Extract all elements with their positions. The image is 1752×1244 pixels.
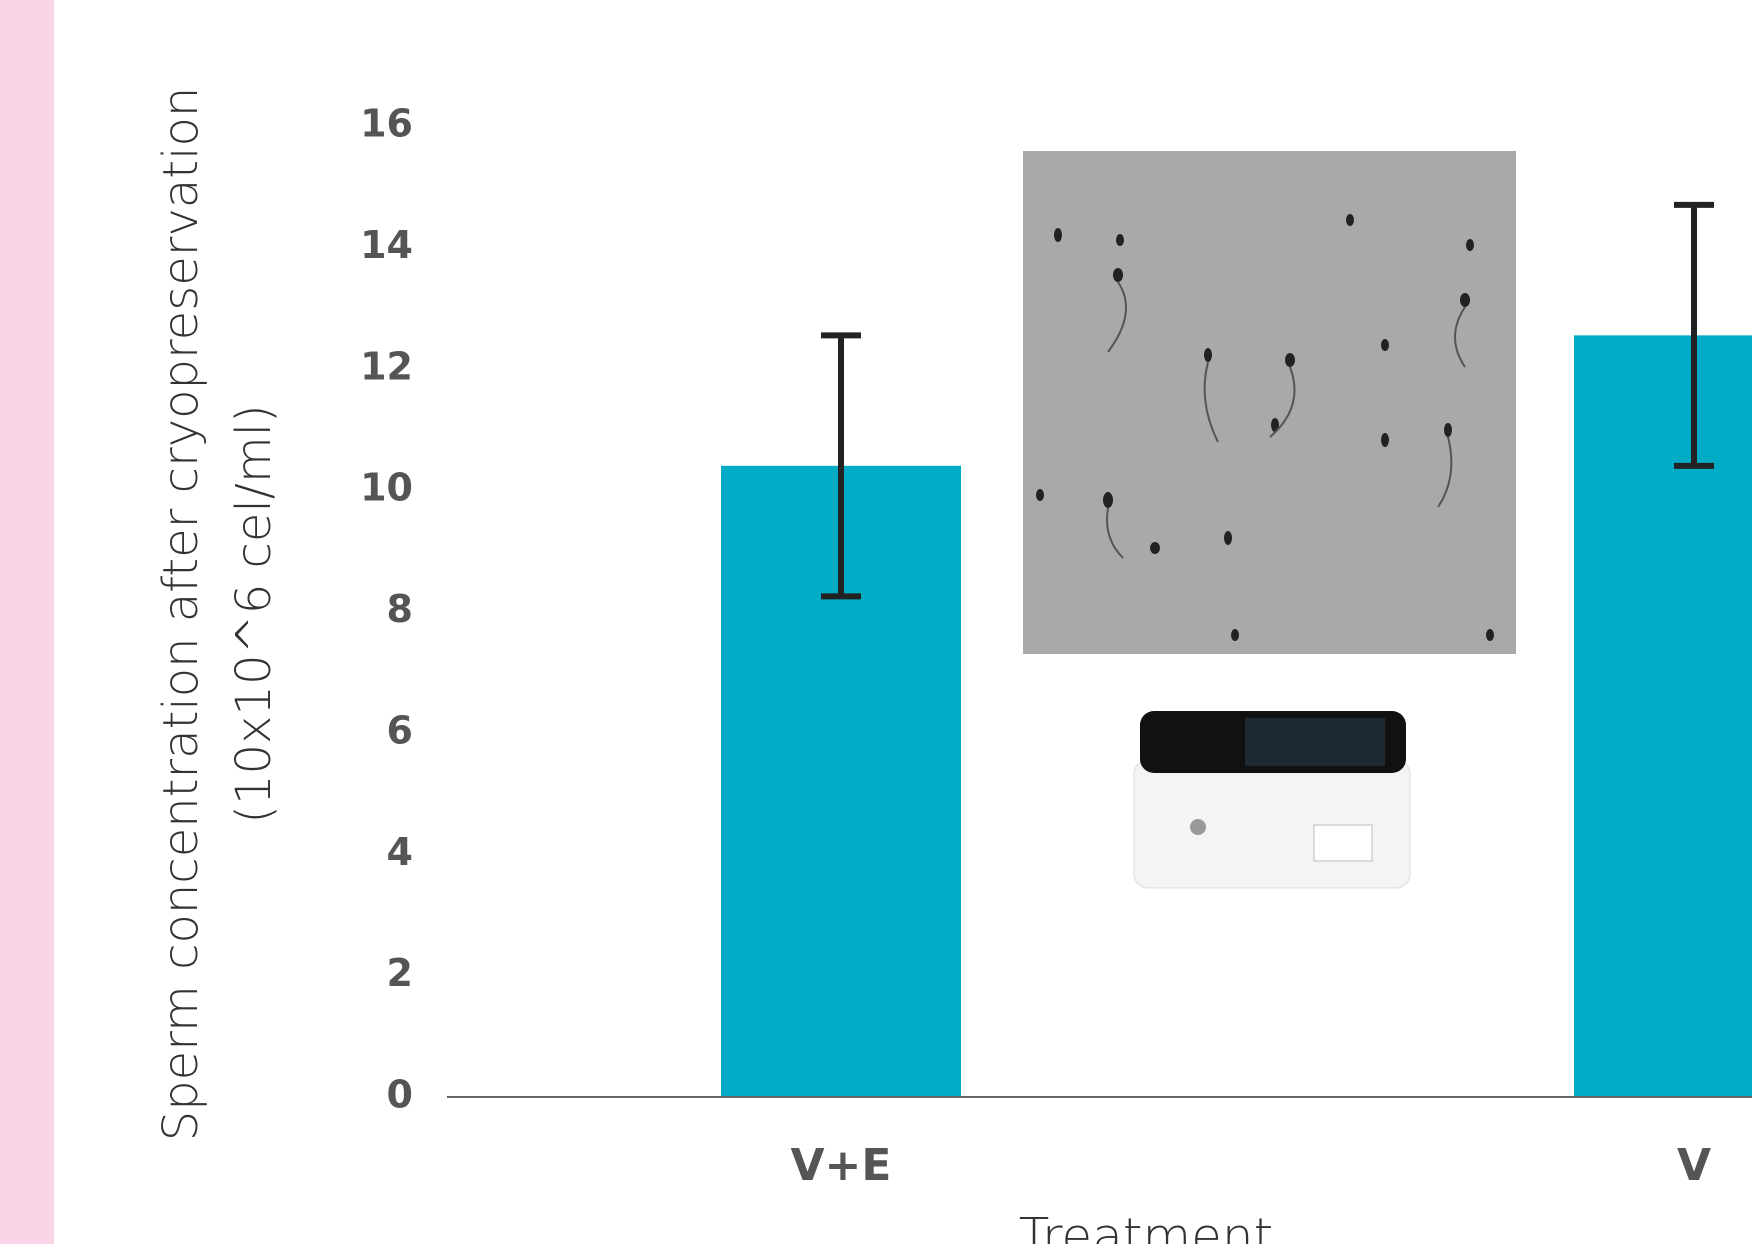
y-tick-label: 12 xyxy=(360,344,413,388)
side-strip xyxy=(0,0,54,1244)
bar xyxy=(1574,335,1752,1097)
x-tick-label: V xyxy=(1677,1140,1711,1191)
y-tick-label: 0 xyxy=(387,1073,413,1117)
device-illustration xyxy=(1134,711,1410,888)
y-tick-label: 10 xyxy=(360,466,413,510)
x-tick-label: V+E xyxy=(791,1140,892,1191)
y-axis-title-line: Sperm concentration after cryopreservati… xyxy=(153,87,209,1142)
chart: Sperm concentration after cryopreservati… xyxy=(0,0,1752,1244)
y-tick-label: 14 xyxy=(360,223,413,267)
y-axis-title-line: (10x10^6 cel/ml) xyxy=(226,404,282,824)
page: Sperm concentration after cryopreservati… xyxy=(0,0,1752,1244)
y-tick-label: 8 xyxy=(387,587,413,631)
y-tick-label: 4 xyxy=(387,830,413,874)
y-tick-label: 2 xyxy=(387,951,413,995)
y-tick-label: 6 xyxy=(387,708,413,752)
y-tick-label: 16 xyxy=(360,102,413,146)
x-axis-title: Treatment xyxy=(1019,1208,1273,1244)
y-axis-title: Sperm concentration after cryopreservati… xyxy=(153,87,282,1142)
inset-photo xyxy=(1023,151,1516,654)
